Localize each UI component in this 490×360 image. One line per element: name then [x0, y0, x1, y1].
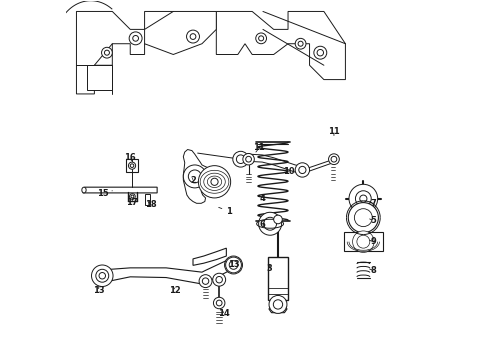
Circle shape: [188, 170, 201, 183]
Circle shape: [198, 166, 231, 198]
Circle shape: [225, 257, 242, 273]
Circle shape: [130, 164, 134, 167]
Text: 11: 11: [328, 127, 340, 136]
Circle shape: [295, 163, 310, 177]
Circle shape: [216, 276, 222, 283]
Circle shape: [190, 34, 196, 40]
Circle shape: [245, 156, 251, 162]
Text: 3: 3: [267, 264, 272, 273]
Circle shape: [233, 151, 248, 167]
Circle shape: [259, 36, 264, 41]
Circle shape: [101, 47, 112, 58]
Circle shape: [96, 269, 109, 282]
Polygon shape: [183, 149, 209, 203]
Circle shape: [354, 209, 372, 226]
Circle shape: [259, 212, 282, 235]
Polygon shape: [216, 12, 345, 80]
Circle shape: [216, 300, 222, 306]
Text: 7: 7: [369, 199, 376, 208]
Circle shape: [348, 203, 378, 233]
Text: 8: 8: [369, 266, 376, 275]
Circle shape: [360, 195, 367, 202]
Text: 14: 14: [219, 309, 230, 318]
Circle shape: [213, 273, 225, 286]
Circle shape: [104, 50, 109, 55]
Text: 9: 9: [369, 237, 376, 246]
Circle shape: [264, 217, 276, 230]
Circle shape: [133, 36, 139, 41]
Circle shape: [236, 155, 245, 163]
Text: 1: 1: [219, 207, 232, 216]
Polygon shape: [146, 194, 149, 206]
Polygon shape: [87, 65, 112, 90]
Text: 10: 10: [283, 167, 294, 176]
Circle shape: [129, 194, 135, 199]
Text: 12: 12: [169, 285, 181, 294]
Polygon shape: [343, 232, 383, 251]
Text: 16: 16: [124, 153, 136, 162]
Polygon shape: [269, 303, 287, 313]
Text: 5: 5: [369, 216, 376, 225]
Circle shape: [131, 195, 134, 198]
Circle shape: [269, 296, 287, 314]
Text: 2: 2: [191, 176, 196, 185]
Circle shape: [299, 166, 306, 174]
Polygon shape: [125, 159, 139, 172]
Circle shape: [231, 262, 236, 267]
Circle shape: [353, 231, 374, 252]
Circle shape: [128, 162, 136, 169]
Circle shape: [349, 184, 378, 213]
Circle shape: [274, 215, 282, 224]
Text: 13: 13: [228, 260, 239, 269]
Text: 6: 6: [259, 220, 265, 229]
Circle shape: [329, 154, 339, 165]
Circle shape: [355, 191, 371, 207]
Circle shape: [243, 153, 254, 165]
Circle shape: [92, 265, 113, 287]
Text: 17: 17: [126, 198, 138, 207]
Text: 13: 13: [93, 285, 104, 294]
Text: 4: 4: [259, 194, 265, 203]
Polygon shape: [193, 248, 226, 265]
Circle shape: [298, 41, 303, 46]
Circle shape: [357, 235, 370, 248]
Text: 18: 18: [145, 199, 156, 208]
Polygon shape: [106, 259, 230, 284]
Circle shape: [129, 32, 142, 45]
Circle shape: [295, 39, 306, 49]
Circle shape: [314, 46, 327, 59]
Text: 15: 15: [98, 189, 112, 198]
Circle shape: [199, 275, 212, 288]
Circle shape: [229, 261, 238, 269]
Circle shape: [183, 165, 206, 188]
Circle shape: [317, 49, 323, 56]
Polygon shape: [83, 187, 157, 193]
Text: 11: 11: [253, 143, 265, 152]
Circle shape: [273, 300, 283, 309]
Circle shape: [211, 178, 218, 185]
Circle shape: [331, 156, 337, 162]
Polygon shape: [268, 257, 288, 300]
Circle shape: [202, 278, 209, 284]
Circle shape: [214, 297, 225, 309]
Polygon shape: [76, 12, 173, 94]
Circle shape: [228, 260, 239, 270]
Polygon shape: [145, 12, 216, 54]
Ellipse shape: [82, 187, 86, 193]
Circle shape: [99, 273, 105, 279]
Circle shape: [224, 256, 243, 274]
Circle shape: [256, 33, 267, 44]
Circle shape: [187, 30, 199, 43]
Polygon shape: [241, 154, 302, 174]
